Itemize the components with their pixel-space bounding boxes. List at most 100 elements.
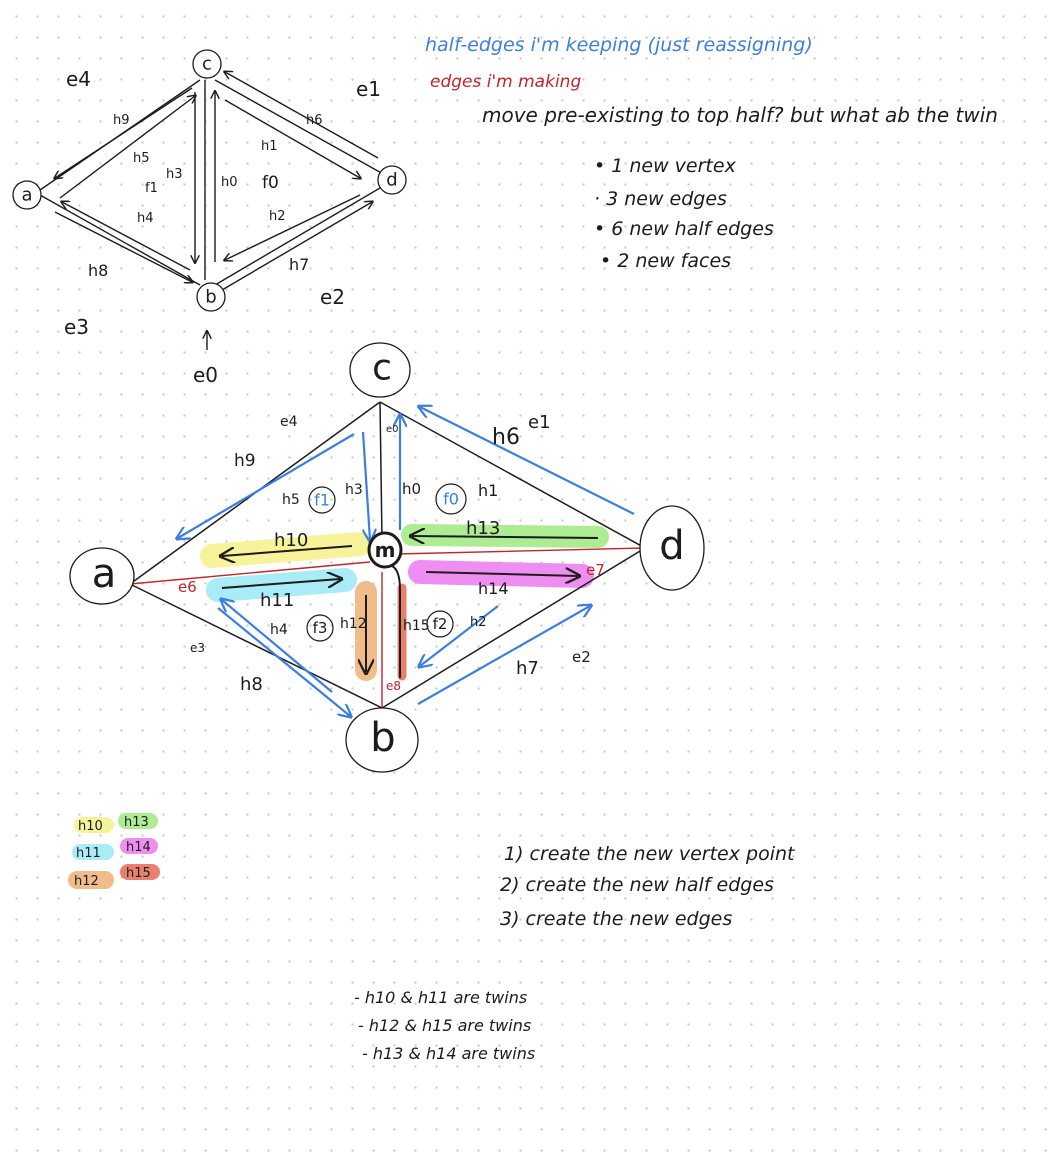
highlight-h11 — [206, 568, 357, 602]
large-face-f1-circle — [308, 486, 336, 514]
step-item: 3) create the new edges — [500, 908, 733, 930]
count-item: • 2 new faces — [600, 250, 732, 272]
large-halfedge-h9-arrow — [178, 433, 355, 538]
small-halfedge-h8-arrow — [54, 211, 192, 282]
count-item: • 1 new vertex — [594, 155, 736, 177]
large-face-f3-circle — [306, 614, 334, 642]
large-halfedge-h1-label: h1 — [478, 481, 498, 500]
small-vertex-a-label: a — [21, 185, 32, 206]
small-edge-e1-label: e1 — [356, 77, 381, 101]
step-item: 1) create the new vertex point — [504, 843, 795, 865]
large-vertex-d — [639, 505, 705, 591]
large-vertex-b — [345, 707, 419, 773]
small-halfedge-h7-label: h7 — [289, 255, 309, 274]
question-note: move pre-existing to top half? but what … — [482, 103, 998, 127]
small-vertex-c-label: c — [202, 54, 212, 75]
large-face-f0-circle — [435, 483, 467, 515]
large-face-f1-label: f1 — [314, 491, 330, 510]
key-swatch-h13 — [118, 813, 158, 829]
large-halfedge-h5-label: h5 — [282, 492, 300, 508]
large-edge-e8-label: e8 — [386, 679, 401, 693]
large-edge-e4-label: e4 — [280, 414, 298, 430]
large-face-f0-label: f0 — [443, 490, 459, 509]
large-vertex-c — [349, 342, 411, 398]
small-face-f1-label: f1 — [145, 181, 158, 196]
large-edge-e7-label: e7 — [586, 561, 605, 579]
large-face-f3-label: f3 — [313, 619, 328, 637]
small-halfedge-h7-arrow — [221, 202, 372, 291]
large-halfedge-h4-arrow — [222, 600, 333, 693]
small-halfedge-h9-arrow — [55, 87, 193, 178]
twin-item: - h13 & h14 are twins — [362, 1044, 536, 1063]
key-label-h11: h11 — [76, 846, 101, 861]
color-key: h10 h13 h11 h14 h12 h15 — [68, 813, 160, 889]
legend-keeping: half-edges i'm keeping (just reassigning… — [425, 34, 813, 56]
small-halfedge-h4-label: h4 — [137, 211, 154, 226]
count-item: · 3 new edges — [594, 188, 727, 210]
large-halfedge-h2-arrow — [420, 605, 499, 666]
small-halfedge-h5-label: h5 — [133, 151, 150, 166]
large-halfedge-h13-arrow — [412, 536, 599, 538]
large-halfedge-h14-label: h14 — [478, 579, 509, 598]
large-halfedge-h14-arrow — [425, 572, 578, 576]
small-halfedge-h5-arrow — [59, 96, 195, 199]
large-edge-e2-label: e2 — [572, 648, 591, 666]
large-halfedge-h2-label: h2 — [470, 615, 487, 630]
small-vertex-b-label: b — [205, 287, 216, 308]
large-halfedge-h13-label: h13 — [466, 518, 500, 539]
large-edge-e0-line — [379, 401, 383, 541]
large-vertex-m — [367, 531, 403, 569]
small-vertex-d — [377, 165, 407, 195]
step-item: 2) create the new half edges — [500, 874, 774, 896]
key-label-h10: h10 — [78, 819, 103, 834]
small-vertex-c — [192, 49, 222, 79]
large-halfedge-h5-path — [176, 518, 290, 524]
small-halfedge-h9-label: h9 — [113, 113, 130, 128]
small-halfedge-h2-label: h2 — [269, 209, 286, 224]
key-swatch-h11 — [72, 844, 114, 860]
large-edge-e0-label: e0 — [386, 424, 399, 435]
large-edge-e1-label: e1 — [528, 412, 551, 433]
large-halfedge-h3-arrow — [361, 431, 370, 540]
twin-item: - h12 & h15 are twins — [358, 1016, 532, 1035]
key-swatch-h14 — [120, 838, 158, 854]
small-vertex-b — [196, 282, 226, 312]
key-swatch-h12 — [68, 871, 114, 889]
small-mesh-diagram: c a d b e4 e1 e3 e2 e0 h9 h6 h5 h3 h1 h0… — [12, 49, 407, 387]
large-edge-e6-label: e6 — [178, 578, 197, 596]
key-swatch-h10 — [74, 817, 114, 833]
small-edge-e3-label: e3 — [64, 315, 89, 339]
large-edge-e3-line — [129, 583, 383, 709]
small-halfedge-h4-arrow — [62, 202, 191, 271]
large-halfedge-h15-arrow — [391, 565, 401, 678]
large-mesh-diagram: c a d b m e4 e1 e0 e6 e7 e3 e8 e2 h9 h6 … — [69, 342, 705, 773]
large-halfedge-h0-label: h0 — [402, 480, 421, 498]
large-edge-e1-line — [379, 401, 646, 549]
small-edge-e4-label: e4 — [66, 67, 91, 91]
large-halfedge-h11-label: h11 — [260, 590, 294, 611]
large-halfedge-h6-arrow — [420, 407, 635, 515]
small-edge-e0-label: e0 — [193, 363, 218, 387]
large-halfedge-h3-label: h3 — [345, 482, 363, 498]
small-halfedge-h0-label: h0 — [221, 175, 238, 190]
large-halfedge-h7-arrow — [417, 606, 590, 705]
key-label-h14: h14 — [126, 840, 151, 855]
large-halfedge-h9-label: h9 — [234, 451, 256, 471]
large-vertex-c-label: c — [372, 348, 392, 389]
small-edge-e2-line — [214, 184, 386, 286]
small-halfedge-h1-arrow — [224, 99, 360, 178]
large-vertex-d-label: d — [659, 523, 684, 569]
large-edge-e6-line — [129, 561, 371, 585]
small-halfedge-h6-arrow — [225, 72, 379, 159]
small-halfedge-h2-arrow — [225, 194, 361, 260]
large-edge-e7-line — [395, 547, 646, 555]
key-label-h12: h12 — [74, 874, 99, 889]
large-halfedge-h8-arrow — [217, 607, 350, 716]
large-halfedge-h6-label: h6 — [492, 425, 520, 450]
small-halfedge-h6-label: h6 — [306, 113, 323, 128]
large-vertex-a — [69, 547, 135, 605]
large-vertex-b-label: b — [370, 715, 395, 761]
twin-item: - h10 & h11 are twins — [354, 988, 528, 1007]
large-halfedge-h10-arrow — [222, 545, 353, 556]
